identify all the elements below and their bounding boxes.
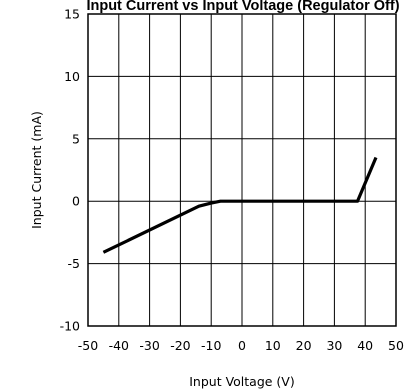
- y-tick-label: 15: [64, 7, 80, 22]
- x-tick-label: 20: [296, 338, 312, 353]
- x-tick-labels: -50 -40 -30 -20 -10 0 10 20 30 40 50: [78, 338, 404, 353]
- series-group: [102, 156, 378, 254]
- x-tick-label: 30: [326, 338, 342, 353]
- chart-title: Input Current vs Input Voltage (Regulato…: [86, 0, 399, 14]
- y-tick-labels: 15 10 5 0 -5 -10: [60, 7, 80, 334]
- y-tick-label: 5: [72, 131, 80, 146]
- grid: [88, 14, 396, 326]
- series-line: [102, 156, 378, 254]
- x-tick-label: 10: [265, 338, 281, 353]
- x-tick-label: 50: [388, 338, 404, 353]
- plot-frame: [87, 13, 397, 327]
- x-tick-label: -20: [170, 338, 190, 353]
- x-tick-label: -30: [139, 338, 159, 353]
- x-tick-label: 40: [357, 338, 373, 353]
- x-tick-label: -10: [201, 338, 221, 353]
- x-tick-label: -50: [78, 338, 98, 353]
- y-tick-label: -5: [68, 256, 80, 271]
- x-axis-label: Input Voltage (V): [189, 374, 295, 389]
- x-tick-label: 0: [238, 338, 246, 353]
- y-tick-label: 10: [64, 69, 80, 84]
- y-tick-label: -10: [60, 319, 80, 334]
- x-tick-label: -40: [109, 338, 129, 353]
- y-axis-label: Input Current (mA): [29, 111, 44, 229]
- y-tick-label: 0: [72, 194, 80, 209]
